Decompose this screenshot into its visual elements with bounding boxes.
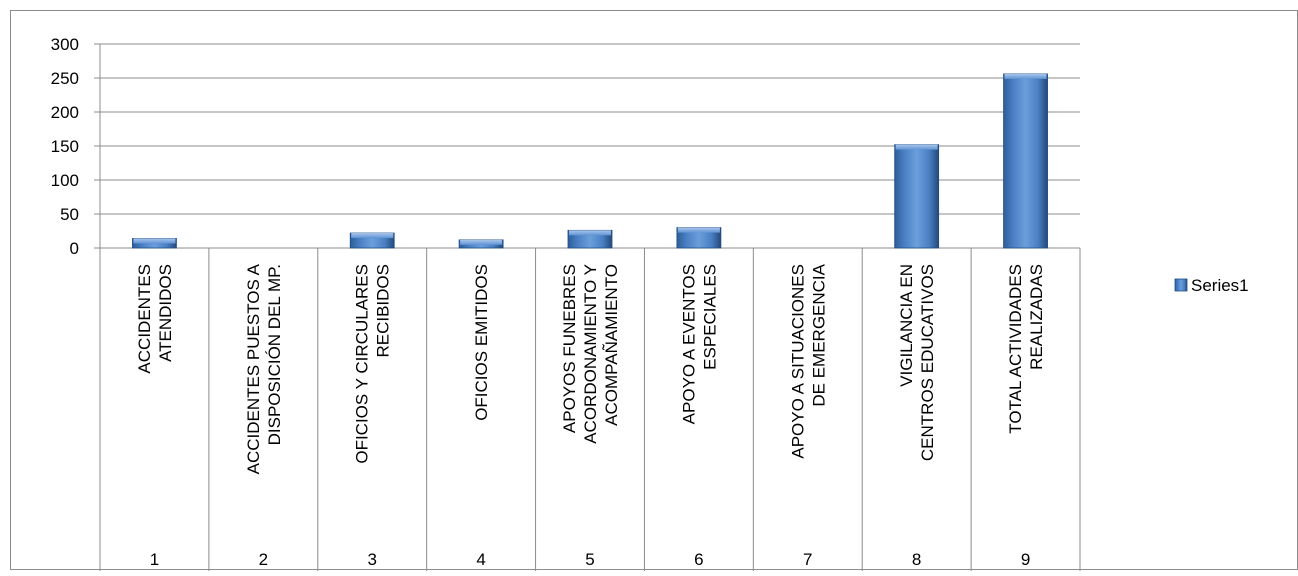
category-label-line: OFICIOS Y CIRCULARES [353, 264, 372, 464]
legend-label: Series1 [1191, 276, 1249, 295]
category-label-line: APOYO A EVENTOS [679, 264, 698, 424]
category-label: VIGILANCIA EN CENTROS EDUCATIVOS [897, 264, 937, 461]
y-tick-label: 300 [51, 35, 79, 54]
category-label: APOYO A EVENTOS ESPECIALES [679, 264, 719, 424]
category-label-line: OFICIOS EMITIDOS [472, 264, 491, 421]
series-bars [132, 73, 1048, 249]
category-index: 7 [803, 550, 812, 569]
bar [894, 144, 940, 249]
bar [1003, 73, 1048, 249]
category-label-line: TOTAL ACTIVIDADES [1006, 264, 1025, 434]
bar-cap [351, 233, 394, 239]
bar-cap [677, 227, 720, 233]
category-label: ACCIDENTES ATENDIDOS [135, 264, 175, 374]
category-index: 2 [259, 550, 268, 569]
category-label-line: ACCIDENTES [135, 264, 154, 374]
category-index: 4 [476, 550, 485, 569]
y-tick-label: 100 [51, 171, 79, 190]
category-label-line: ESPECIALES [700, 264, 719, 370]
bar-cap [895, 144, 938, 150]
bar-cap [133, 238, 176, 244]
legend: Series1 [1174, 276, 1249, 295]
bar-cap [460, 239, 503, 245]
y-tick-label: 150 [51, 137, 79, 156]
category-label-line: REALIZADAS [1027, 264, 1046, 370]
category-label: OFICIOS Y CIRCULARES RECIBIDOS [353, 264, 393, 464]
chart-area: 0 50 100 150 200 250 300 ACCIDENTES ATENDIDOS 1 A… [10, 10, 1298, 571]
category-index: 5 [585, 550, 594, 569]
category-label-line: ATENDIDOS [156, 264, 175, 362]
category-label: OFICIOS EMITIDOS [472, 264, 491, 421]
category-label-line: ACOMPAÑAMIENTO [602, 264, 621, 426]
category-label: APOYOS FUNEBRES ACORDONAMIENTO Y ACOMPAÑAM… [560, 264, 621, 444]
category-label-line: RECIBIDOS [374, 264, 393, 358]
category-axis: ACCIDENTES ATENDIDOS 1 ACCIDENTES PUESTOS A… [135, 248, 1081, 571]
category-label-line: CENTROS EDUCATIVOS [918, 264, 937, 461]
category-label-line: VIGILANCIA EN [897, 264, 916, 387]
y-tick-label: 0 [70, 239, 79, 258]
category-label: ACCIDENTES PUESTOS A DISPOSICIÓN DEL MP. [244, 263, 284, 474]
category-label-line: APOYO A SITUACIONES [788, 264, 807, 459]
y-tick-label: 200 [51, 103, 79, 122]
category-label-line: DE EMERGENCIA [809, 263, 828, 406]
y-tick-label: 50 [60, 205, 79, 224]
category-label: TOTAL ACTIVIDADES REALIZADAS [1006, 264, 1046, 434]
y-axis: 0 50 100 150 200 250 300 [51, 35, 101, 571]
category-index: 8 [912, 550, 921, 569]
legend-swatch [1174, 278, 1188, 292]
category-label-line: ACORDONAMIENTO Y [581, 264, 600, 444]
category-label-line: ACCIDENTES PUESTOS A [244, 263, 263, 474]
y-tick-label: 250 [51, 69, 79, 88]
bar-cap [569, 230, 611, 236]
category-label: APOYO A SITUACIONES DE EMERGENCIA [788, 263, 828, 458]
category-label-line: APOYOS FUNEBRES [560, 264, 579, 433]
gridlines [100, 43, 1080, 249]
category-index: 1 [150, 550, 159, 569]
category-index: 3 [367, 550, 376, 569]
bar-cap [1004, 73, 1047, 79]
category-label-line: DISPOSICIÓN DEL MP. [265, 264, 284, 445]
category-index: 6 [694, 550, 703, 569]
category-index: 9 [1021, 550, 1030, 569]
